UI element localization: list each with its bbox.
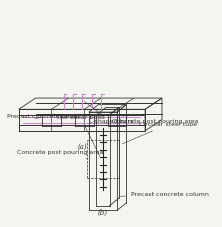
Text: Concrete post pouring area: Concrete post pouring area — [17, 150, 103, 159]
Text: Precast concrete column: Precast concrete column — [120, 192, 209, 197]
Text: Circular steel tube: Circular steel tube — [122, 122, 196, 144]
Text: L-shaped bars: L-shaped bars — [85, 102, 133, 124]
Text: Concrete post pouring area: Concrete post pouring area — [112, 114, 199, 124]
Text: (b): (b) — [98, 209, 108, 217]
Text: (a): (a) — [77, 143, 87, 151]
Text: The shear bolts: The shear bolts — [56, 115, 105, 156]
Text: Precast concrete beam: Precast concrete beam — [8, 114, 80, 119]
